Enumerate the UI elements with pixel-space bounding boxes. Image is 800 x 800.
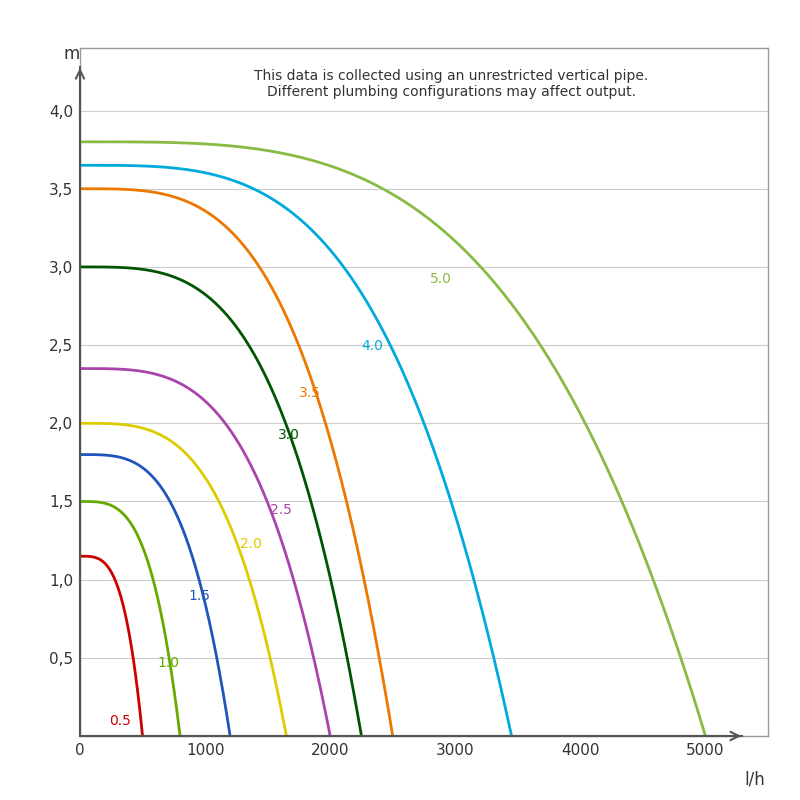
Text: 4.0: 4.0 [362, 339, 383, 353]
Text: 3.5: 3.5 [299, 386, 321, 400]
Text: 2.0: 2.0 [240, 538, 262, 551]
Text: 2.5: 2.5 [270, 503, 292, 517]
Text: 3.0: 3.0 [278, 428, 299, 442]
Text: m: m [64, 45, 80, 63]
Text: 5.0: 5.0 [430, 272, 452, 286]
Text: 0.5: 0.5 [109, 714, 130, 728]
Text: l/h: l/h [745, 770, 766, 789]
Text: This data is collected using an unrestricted vertical pipe.
Different plumbing c: This data is collected using an unrestri… [254, 69, 649, 99]
Text: 1.0: 1.0 [158, 656, 179, 670]
Text: 1.5: 1.5 [189, 589, 211, 603]
